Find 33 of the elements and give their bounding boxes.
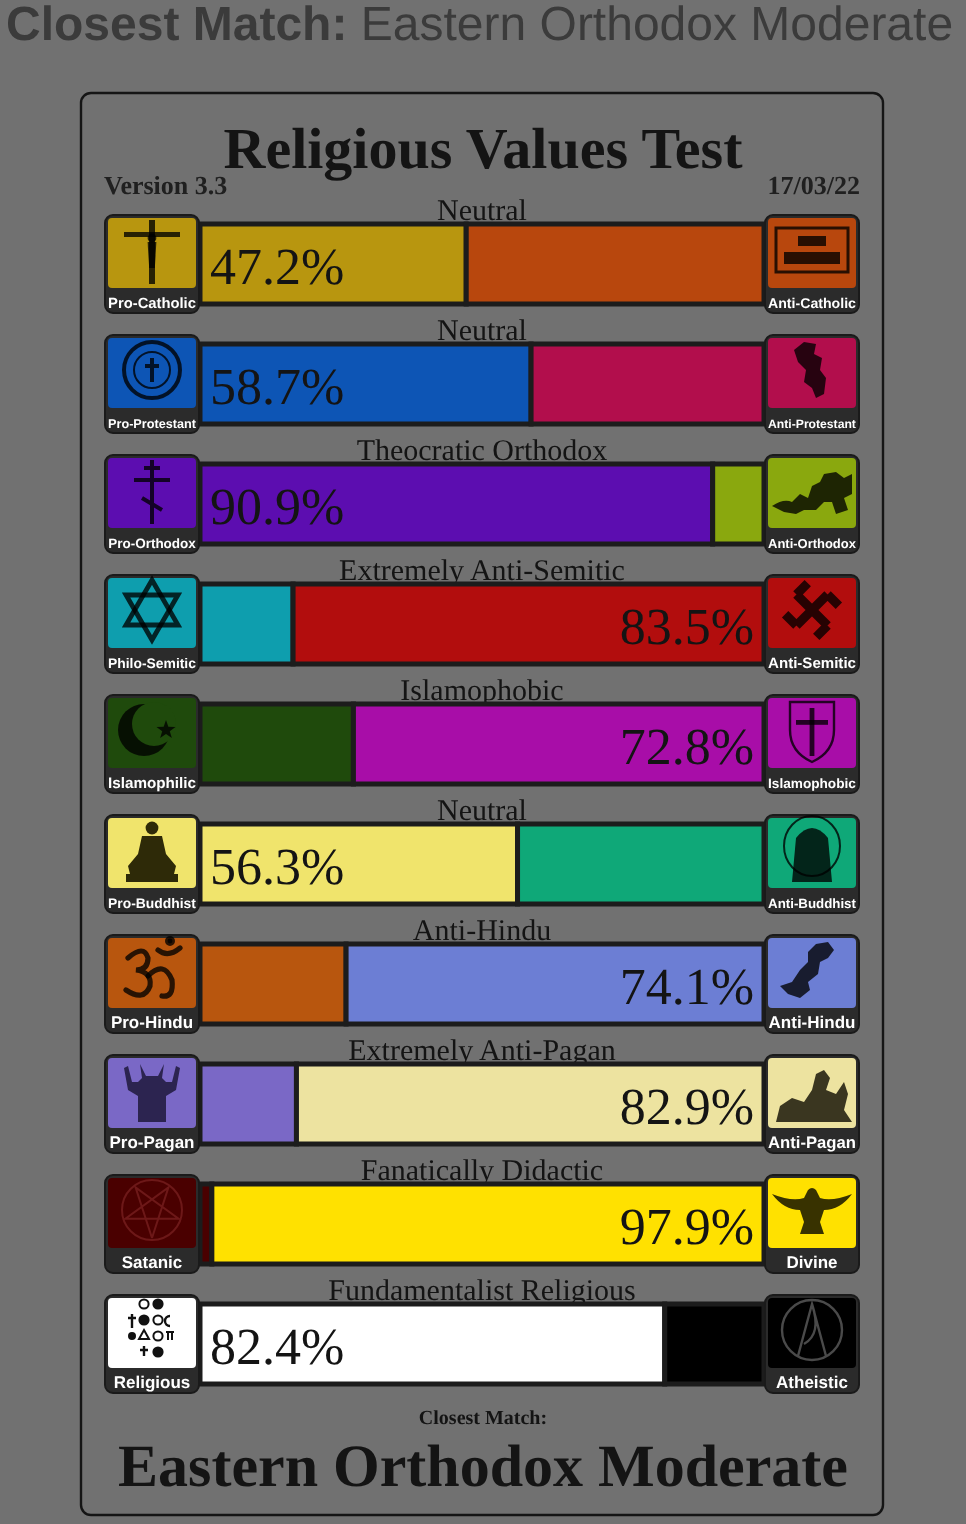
- y2-tick-label: Divine: [786, 1252, 839, 1272]
- text: 17/03/22: [767, 170, 860, 200]
- data-label: 82.4%: [210, 1318, 345, 1376]
- data-label: 72.8%: [619, 718, 754, 776]
- annotation: Neutral: [437, 316, 527, 348]
- y2-tick-label: Anti-Hindu: [768, 1012, 856, 1032]
- y-tick-label: Pro-Pagan: [109, 1132, 195, 1152]
- annotation: Fanatically Didactic: [360, 1156, 604, 1188]
- data-label: 47.2%: [210, 238, 345, 296]
- chart-title: Religious Values Test: [223, 118, 744, 182]
- data-label: 90.9%: [210, 478, 345, 536]
- y2-tick-label: Anti-Pagan: [768, 1132, 856, 1152]
- annotation: Fundamentalist Religious: [328, 1276, 637, 1308]
- text: Neutral: [437, 196, 527, 228]
- annotation: Theocratic Orthodox: [356, 436, 609, 468]
- annotation: Islamophobic: [400, 676, 565, 708]
- y-tick-label: Satanic: [121, 1252, 183, 1272]
- data-label: 74.1%: [619, 958, 754, 1016]
- y2-tick-label: Atheistic: [776, 1372, 849, 1392]
- annotation: Extremely Anti-Semitic: [339, 556, 626, 588]
- data-label: 56.3%: [210, 838, 345, 896]
- annotation: Extremely Anti-Pagan: [348, 1036, 617, 1068]
- annotation: Neutral: [437, 796, 527, 828]
- data-label: 97.9%: [619, 1198, 754, 1256]
- annotation: Closest Match:: [418, 1408, 548, 1430]
- data-label: 83.5%: [619, 598, 754, 656]
- annotation: Anti-Hindu: [412, 916, 553, 948]
- y-tick-label: Pro-Hindu: [110, 1012, 194, 1032]
- data-label: 82.9%: [619, 1078, 754, 1136]
- text: Version 3.3: [104, 170, 229, 200]
- y-tick-label: Religious: [113, 1372, 191, 1392]
- annotation: Eastern Orthodox Moderate: [118, 1434, 848, 1500]
- data-label: 58.7%: [210, 358, 345, 416]
